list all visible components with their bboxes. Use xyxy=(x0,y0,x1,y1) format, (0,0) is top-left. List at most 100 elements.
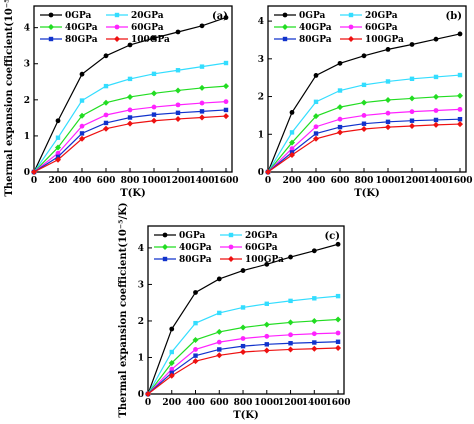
panel-0-legend: 0GPa 20GPa 40GPa 60GPa 80GPa 100GPa xyxy=(40,11,170,45)
panel-0-series-2 xyxy=(31,83,229,175)
panel-0-series-5-point-3 xyxy=(103,125,109,132)
panel-1-series-5-point-6 xyxy=(409,122,415,129)
panel-2-x-tick-label-8: 1600 xyxy=(326,398,351,408)
panel-0-label: (a) xyxy=(212,11,228,22)
panel-1-series-legend-point-3 xyxy=(348,24,354,30)
panel-0-legend-label-4: 80GPa xyxy=(65,35,98,45)
panel-1-legend-label-2: 40GPa xyxy=(299,23,332,33)
panel-1-x-tick-label-8: 1600 xyxy=(447,176,472,186)
panel-0-legend-label-2: 40GPa xyxy=(65,23,98,33)
panel-2-series-0-point-1 xyxy=(169,326,175,332)
panel-2-series-4-point-6 xyxy=(288,341,293,346)
panel-2-series-4-point-5 xyxy=(264,342,269,347)
panel-1-series-0-point-8 xyxy=(457,31,463,37)
panel-0-series-3-point-2 xyxy=(79,123,85,129)
panel-1-series-2-point-2 xyxy=(313,113,319,120)
panel-1-series-5-point-4 xyxy=(361,125,367,132)
panel-0-series-4-point-5 xyxy=(151,112,157,117)
panel-0-series-5-point-4 xyxy=(127,120,133,127)
panel-1-series-4-point-6 xyxy=(409,118,415,123)
panel-1-series-1-point-7 xyxy=(433,74,439,80)
panel-1-x-tick-label-2: 400 xyxy=(307,176,326,186)
panel-1-x-tick-label-7: 1400 xyxy=(423,176,448,186)
panel-1-series-4-point-5 xyxy=(385,119,391,125)
panel-1-series-2-point-7 xyxy=(433,93,439,100)
panel-0-y-tick-label-4: 4 xyxy=(24,24,30,34)
panel-0-legend-label-0: 0GPa xyxy=(65,11,91,21)
panel-2-series-2-point-3 xyxy=(216,328,223,335)
panel-1-series-1-point-5 xyxy=(385,79,391,84)
panel-1-series-1-point-8 xyxy=(457,72,463,78)
panel-1-series-5-point-0 xyxy=(265,169,271,175)
panel-0-series-legend-point-1 xyxy=(114,12,120,18)
panel-1-series-2-point-5 xyxy=(385,96,391,103)
panel-1-legend-label-5: 100GPa xyxy=(365,35,404,45)
panel-2-x-tick-label-6: 1200 xyxy=(278,398,303,408)
panel-2-series-legend-point-4 xyxy=(162,256,168,262)
panel-2-y-tick-label-3: 3 xyxy=(138,280,144,290)
panel-1-series-3-point-3 xyxy=(337,116,343,122)
panel-0-series-2-point-1 xyxy=(55,144,61,151)
panel-2-series-5-point-2 xyxy=(192,358,199,365)
panel-1-series-3-point-6 xyxy=(409,109,415,115)
panel-0-series-0-point-7 xyxy=(199,23,205,29)
panel-2-series-5-point-1 xyxy=(168,372,175,379)
panel-2-series-0-point-4 xyxy=(240,268,246,273)
panel-0-x-tick-label-2: 400 xyxy=(73,176,92,186)
panel-0-series-0-point-5 xyxy=(151,35,157,41)
panel-1-series-2-point-6 xyxy=(409,95,415,102)
panel-1-legend: 0GPa 20GPa 40GPa 60GPa 80GPa 100GPa xyxy=(274,11,404,45)
panel-2-legend: 0GPa 20GPa 40GPa 60GPa 80GPa 100GPa xyxy=(154,231,284,265)
panel-1-series-5-point-8 xyxy=(457,121,463,128)
panel-0-series-1-point-7 xyxy=(199,64,205,69)
panel-0-series-3-point-3 xyxy=(103,112,109,118)
panel-2-series-5-point-7 xyxy=(311,345,318,352)
panel-2-series-3-point-5 xyxy=(264,333,270,339)
panel-0-legend-label-5: 100GPa xyxy=(131,35,170,45)
panel-2-series-4-point-8 xyxy=(335,339,341,344)
panel-2-series-5-point-5 xyxy=(263,347,270,354)
panel-0-series-legend-point-5 xyxy=(114,36,120,42)
panel-2-series-0-point-8 xyxy=(335,241,341,247)
panel-2-series-3 xyxy=(145,330,341,397)
panel-0-series-4-point-8 xyxy=(223,107,229,113)
panel-0-legend-label-1: 20GPa xyxy=(131,11,164,21)
panel-2-x-tick-label-4: 800 xyxy=(234,398,253,408)
panel-0-y-tick-label-1: 1 xyxy=(24,132,30,142)
panel-1-series-2 xyxy=(265,92,463,175)
panel-0-series-0-point-3 xyxy=(103,53,109,59)
panel-1-series-0-point-2 xyxy=(313,73,319,78)
panel-0-series-2-point-3 xyxy=(103,99,109,106)
panel-0-x-tick-label-3: 600 xyxy=(97,176,116,186)
panel-0-series-2-point-6 xyxy=(175,87,181,94)
panel-2-y-tick-label-0: 0 xyxy=(138,390,144,400)
panel-1-y-tick-label-1: 1 xyxy=(258,130,264,140)
panel-0-series-1-point-8 xyxy=(223,60,229,66)
panel-2-series-3-point-1 xyxy=(169,366,175,372)
panel-0-x-tick-label-4: 800 xyxy=(121,176,140,186)
panel-2-y-tick-label-4: 4 xyxy=(138,244,144,254)
panel-0-x-tick-label-0: 0 xyxy=(31,176,37,186)
panel-1-series-4-point-3 xyxy=(337,124,343,130)
panel-0-series-5-point-6 xyxy=(175,115,181,122)
panel-0-x-tick-label-5: 1000 xyxy=(141,176,166,186)
panel-0-x-tick-label-8: 1600 xyxy=(213,176,238,186)
panel-0-series-3-point-1 xyxy=(55,150,61,156)
panel-1-series-legend-point-0 xyxy=(282,12,288,18)
panel-2-label: (c) xyxy=(324,231,340,242)
panel-2-series-5-point-3 xyxy=(216,352,223,359)
panel-1-y-tick-label-3: 3 xyxy=(258,55,264,65)
panel-1-x-tick-label-3: 600 xyxy=(331,176,350,186)
panel-0-x-tick-label-7: 1400 xyxy=(189,176,214,186)
panel-1-series-2-point-1 xyxy=(289,139,295,146)
panel-1-series-5-point-5 xyxy=(385,124,391,131)
panel-0-series-1-point-2 xyxy=(79,98,85,103)
panel-2-series-3-point-8 xyxy=(335,330,341,336)
panel-2-series-5-point-4 xyxy=(240,349,247,355)
panel-2-x-tick-label-3: 600 xyxy=(210,398,229,408)
panel-0-series-0-point-8 xyxy=(223,15,229,20)
panel-1-series-0-point-4 xyxy=(361,53,367,59)
panel-0-series-4-point-3 xyxy=(103,120,109,126)
panel-1-legend-label-4: 80GPa xyxy=(299,35,332,45)
